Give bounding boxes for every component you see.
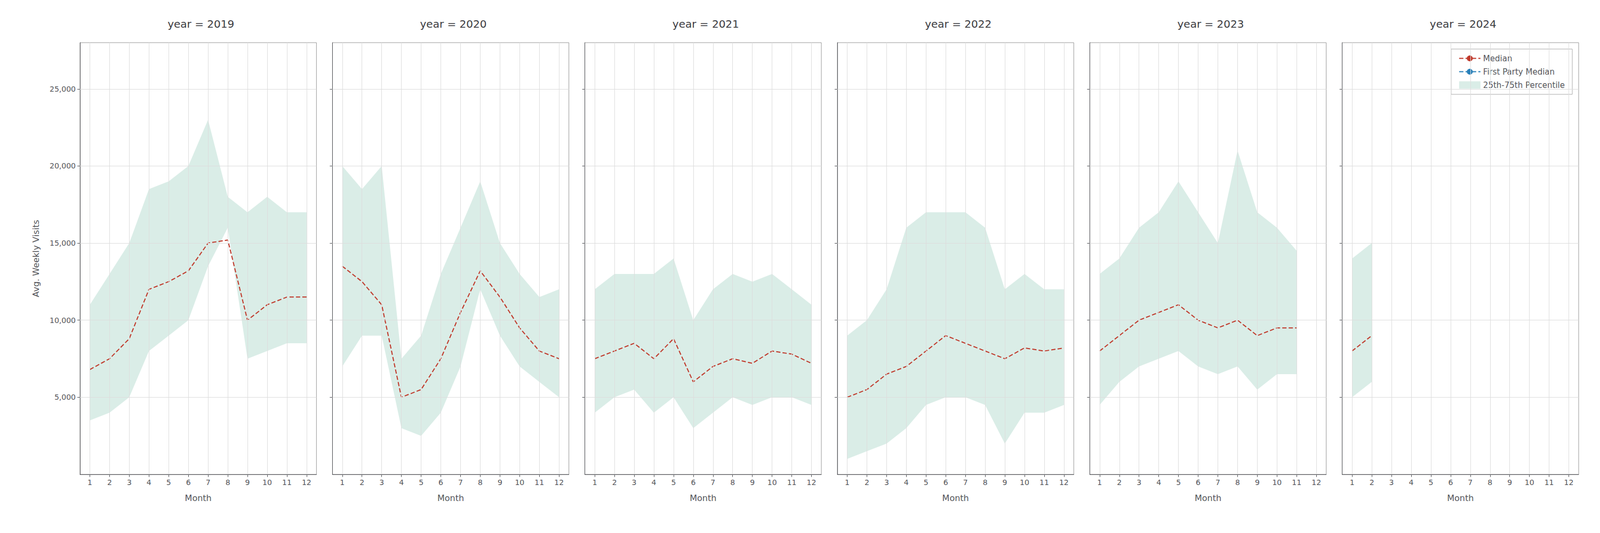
svg-text:Avg. Weekly Visits: Avg. Weekly Visits <box>30 219 42 298</box>
svg-text:6: 6 <box>1195 478 1201 487</box>
svg-text:2: 2 <box>1116 478 1122 487</box>
svg-text:8: 8 <box>477 478 483 487</box>
svg-text:8: 8 <box>1487 478 1493 487</box>
svg-text:2: 2 <box>1369 478 1375 487</box>
svg-text:4: 4 <box>904 478 909 487</box>
svg-text:7: 7 <box>458 478 463 487</box>
svg-text:First Party Median: First Party Median <box>1483 67 1555 77</box>
svg-text:5: 5 <box>670 478 676 487</box>
svg-text:12: 12 <box>806 478 817 487</box>
svg-text:5: 5 <box>1176 478 1181 487</box>
svg-text:6: 6 <box>438 478 444 487</box>
svg-text:9: 9 <box>749 478 755 487</box>
svg-text:7: 7 <box>1467 478 1473 487</box>
svg-text:3: 3 <box>379 478 384 487</box>
svg-text:1: 1 <box>1349 478 1355 487</box>
svg-text:year = 2024: year = 2024 <box>1429 17 1497 31</box>
svg-text:15,000: 15,000 <box>49 238 76 248</box>
svg-text:10: 10 <box>1272 478 1282 487</box>
svg-text:9: 9 <box>1254 478 1260 487</box>
svg-text:5: 5 <box>418 478 424 487</box>
svg-text:12: 12 <box>554 478 564 487</box>
svg-text:8: 8 <box>1235 478 1240 487</box>
svg-text:year = 2019: year = 2019 <box>167 17 235 31</box>
svg-text:2: 2 <box>864 478 870 487</box>
svg-text:10: 10 <box>262 478 272 487</box>
svg-text:1: 1 <box>87 478 93 487</box>
svg-text:Month: Month <box>942 493 970 504</box>
svg-text:8: 8 <box>730 478 735 487</box>
svg-text:11: 11 <box>1291 478 1302 487</box>
svg-text:6: 6 <box>1448 478 1453 487</box>
svg-text:year = 2023: year = 2023 <box>1177 17 1245 31</box>
svg-text:4: 4 <box>1409 478 1414 487</box>
svg-text:8: 8 <box>982 478 988 487</box>
svg-text:Month: Month <box>1446 493 1474 504</box>
svg-text:20,000: 20,000 <box>49 161 76 171</box>
svg-text:5: 5 <box>166 478 172 487</box>
svg-text:4: 4 <box>398 478 404 487</box>
svg-text:25,000: 25,000 <box>49 84 76 94</box>
svg-text:25th-75th Percentile: 25th-75th Percentile <box>1483 80 1565 91</box>
svg-text:11: 11 <box>282 478 292 487</box>
svg-text:11: 11 <box>1544 478 1555 487</box>
svg-text:Month: Month <box>689 493 717 504</box>
svg-text:6: 6 <box>943 478 949 487</box>
svg-text:7: 7 <box>1215 478 1221 487</box>
svg-text:year = 2022: year = 2022 <box>924 17 992 31</box>
svg-text:4: 4 <box>651 478 657 487</box>
svg-text:12: 12 <box>1564 478 1574 487</box>
svg-text:1: 1 <box>1097 478 1102 487</box>
svg-text:7: 7 <box>963 478 968 487</box>
svg-text:3: 3 <box>126 478 132 487</box>
svg-text:6: 6 <box>186 478 191 487</box>
svg-text:5: 5 <box>923 478 929 487</box>
svg-text:10,000: 10,000 <box>49 316 76 325</box>
svg-text:5,000: 5,000 <box>54 393 76 402</box>
svg-text:2: 2 <box>612 478 618 487</box>
svg-text:2: 2 <box>359 478 365 487</box>
svg-text:11: 11 <box>1039 478 1050 487</box>
svg-text:3: 3 <box>884 478 890 487</box>
svg-text:1: 1 <box>844 478 850 487</box>
svg-text:10: 10 <box>514 478 525 487</box>
svg-text:year = 2020: year = 2020 <box>420 17 487 31</box>
svg-text:3: 3 <box>1136 478 1142 487</box>
svg-text:4: 4 <box>146 478 152 487</box>
svg-text:12: 12 <box>1311 478 1322 487</box>
svg-text:9: 9 <box>1507 478 1512 487</box>
svg-text:7: 7 <box>710 478 716 487</box>
svg-text:12: 12 <box>301 478 312 487</box>
svg-text:9: 9 <box>245 478 251 487</box>
svg-text:8: 8 <box>225 478 231 487</box>
svg-text:3: 3 <box>632 478 637 487</box>
svg-text:10: 10 <box>1524 478 1535 487</box>
svg-text:9: 9 <box>497 478 503 487</box>
svg-text:Month: Month <box>1194 493 1222 504</box>
svg-text:5: 5 <box>1428 478 1434 487</box>
svg-text:9: 9 <box>1002 478 1008 487</box>
svg-text:10: 10 <box>767 478 778 487</box>
svg-text:1: 1 <box>339 478 345 487</box>
svg-text:11: 11 <box>534 478 544 487</box>
svg-text:Month: Month <box>437 493 464 504</box>
svg-text:Month: Month <box>185 493 212 504</box>
svg-text:12: 12 <box>1059 478 1069 487</box>
svg-text:7: 7 <box>205 478 211 487</box>
svg-text:4: 4 <box>1156 478 1162 487</box>
svg-text:Median: Median <box>1483 53 1513 64</box>
svg-text:2: 2 <box>107 478 112 487</box>
svg-text:3: 3 <box>1389 478 1395 487</box>
svg-text:11: 11 <box>787 478 797 487</box>
svg-text:6: 6 <box>690 478 696 487</box>
svg-text:10: 10 <box>1019 478 1030 487</box>
svg-text:1: 1 <box>592 478 598 487</box>
svg-text:year = 2021: year = 2021 <box>672 17 740 31</box>
